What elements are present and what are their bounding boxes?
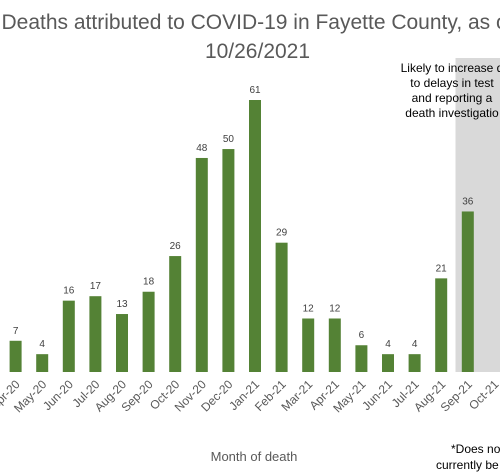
bar-sep-20 [142,291,155,372]
bar-jun-20 [62,300,75,372]
data-label-jul-21: 4 [412,339,418,350]
x-tick-oct-21: Oct-21 [466,377,500,413]
shaded-period-annotation: Likely to increase dto delays in testand… [401,61,500,120]
footnote-line-1: *Does no [451,442,500,456]
data-label-may-20: 4 [39,339,45,350]
x-tick-labels: Mar-20Apr-20May-20Jun-20Jul-20Aug-20Sep-… [0,377,500,415]
data-label-may-21: 6 [359,330,365,341]
data-label-sep-20: 18 [143,277,155,288]
bar-dec-20 [222,149,235,372]
data-label-apr-21: 12 [329,303,341,314]
data-label-feb-21: 29 [276,228,288,239]
chart-title-line-2: 10/26/2021 [204,40,311,63]
bar-mar-21 [302,318,315,372]
bar-aug-21 [435,278,448,372]
annotation-line-4: death investigatio [405,106,499,120]
bar-may-20 [36,354,49,372]
data-label-sep-21: 36 [462,196,474,207]
bar-jul-20 [89,296,102,372]
footnote: *Does no currently be [436,442,500,472]
data-label-jan-21: 61 [249,85,261,96]
x-tick-jun-21: Jun-21 [359,377,395,413]
x-tick-jun-20: Jun-20 [40,377,76,413]
data-label-mar-21: 12 [303,303,315,314]
bar-jul-21 [408,354,421,372]
bar-jun-21 [382,354,394,372]
data-label-apr-20: 7 [13,326,19,337]
bar-aug-20 [116,314,128,372]
bar-oct-20 [169,256,182,372]
annotation-line-1: Likely to increase d [401,61,500,75]
bar-feb-21 [275,242,288,372]
chart-title-line-1: Deaths attributed to COVID-19 in Fayette… [1,11,500,34]
data-label-aug-20: 13 [116,299,128,310]
bar-may-21 [355,345,368,372]
bar-apr-20 [9,340,22,372]
data-labels: 27416171318264850612912126442136 [13,85,474,350]
bar-nov-20 [195,157,208,372]
annotation-line-3: and reporting a [412,91,493,105]
x-axis-title: Month of death [211,449,298,464]
data-label-aug-21: 21 [436,263,448,274]
annotation-line-2: to delays in test [410,76,494,90]
data-label-nov-20: 48 [196,143,208,154]
data-label-dec-20: 50 [223,134,235,145]
data-label-jul-20: 17 [90,281,102,292]
bar-jan-21 [249,100,261,372]
data-label-jun-20: 16 [63,286,75,297]
bar-apr-21 [328,318,341,372]
bar-sep-21 [461,211,474,372]
chart-title: Deaths attributed to COVID-19 in Fayette… [0,8,500,66]
data-label-jun-21: 4 [385,339,391,350]
footnote-line-2: currently be [436,458,499,472]
data-label-oct-20: 26 [170,241,182,252]
bars [9,100,474,372]
